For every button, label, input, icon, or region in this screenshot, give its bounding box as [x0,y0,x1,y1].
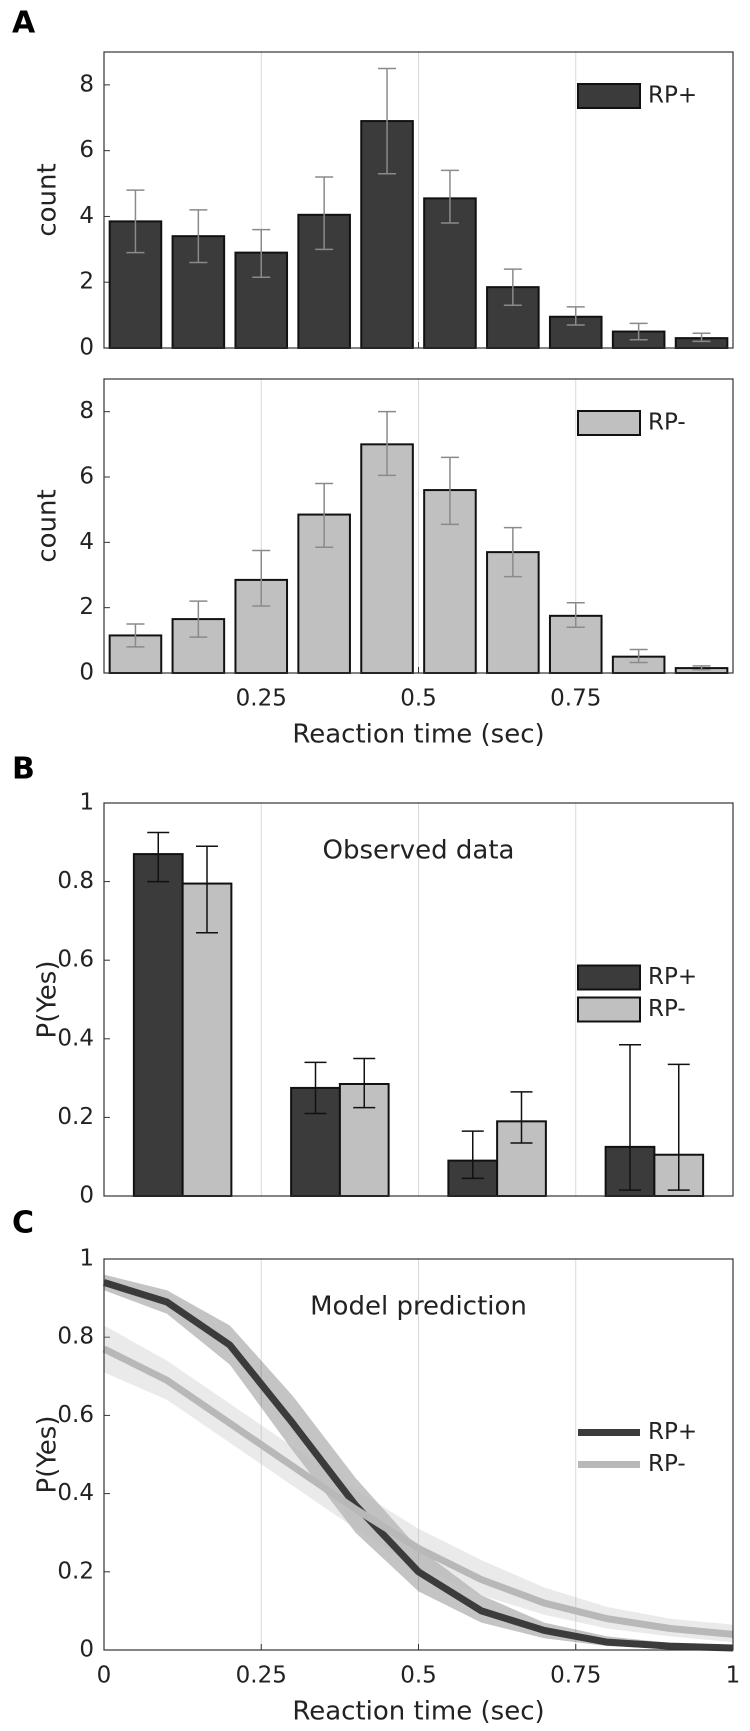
y-tick-label: 6 [79,137,94,163]
error-bar [566,602,585,629]
error-bar [461,1130,484,1180]
y-tick-label: 0 [79,1183,94,1209]
error-bar [667,1063,690,1191]
bar [132,853,184,1198]
plot-frame [103,51,734,349]
error-bar [147,831,170,883]
x-tick-label: 1 [726,1663,741,1689]
bar [181,882,233,1197]
error-bar [629,648,648,664]
error-bar [503,526,522,578]
y-tick-label: 0 [79,660,94,686]
legend-label: RP- [648,1451,686,1477]
y-tick-label: 2 [79,269,94,295]
error-bar [126,623,145,648]
legend-label: RP+ [648,83,697,109]
legend-label: RP- [648,410,686,436]
panel-label: B [12,752,35,787]
error-bar [315,176,334,251]
panel-label: A [12,6,36,41]
error-bar [353,1057,376,1109]
error-bar [252,549,271,607]
y-axis-label: P(Yes) [33,961,63,1039]
error-bar [252,228,271,279]
error-bar [503,268,522,306]
legend-swatch [577,410,641,436]
legend-label: RP- [648,996,686,1022]
x-axis-label: Reaction time (sec) [292,720,544,750]
x-tick-label: 0.75 [550,686,601,712]
plot-frame [103,1258,734,1651]
error-bar [378,410,397,477]
annotation: Model prediction [310,1292,527,1322]
y-axis-label: count [33,163,63,236]
y-tick-label: 0 [79,1637,94,1663]
y-axis-label: count [33,489,63,562]
error-bar [619,1043,642,1191]
x-tick-label: 0.25 [236,1663,287,1689]
y-tick-label: 4 [79,529,94,555]
error-bar [440,456,459,526]
plot-frame [103,378,734,674]
error-bar [566,306,585,326]
x-tick-label: 0 [97,1663,112,1689]
error-bar [189,600,208,638]
y-tick-label: 0.4 [57,1480,94,1506]
error-bar [629,322,648,341]
error-bar [195,845,218,934]
y-tick-label: 8 [79,398,94,424]
legend-swatch [577,964,641,991]
panel-label: C [12,1206,34,1241]
x-tick-label: 0.5 [400,686,437,712]
confidence-band [481,1560,545,1615]
y-tick-label: 8 [79,71,94,97]
error-bar [692,332,711,343]
x-tick-label: 0.75 [550,1663,601,1689]
error-bar [189,209,208,264]
y-axis-label: P(Yes) [33,1416,63,1494]
bar [360,443,414,675]
error-bar [440,169,459,224]
error-bar [378,67,397,175]
y-tick-label: 4 [79,203,94,229]
line [102,1279,734,1652]
line [102,1345,734,1638]
plot-frame [103,802,734,1197]
legend-label: RP+ [648,1419,697,1445]
error-bar [126,189,145,254]
y-tick-label: 0.2 [57,1558,94,1584]
x-axis-label: Reaction time (sec) [292,1697,544,1727]
y-tick-label: 1 [79,790,94,816]
error-bar [510,1091,533,1144]
error-bar [304,1061,327,1115]
y-tick-label: 6 [79,464,94,490]
legend-label: RP+ [648,964,697,990]
y-tick-label: 0.6 [57,947,94,973]
x-tick-label: 0.25 [236,686,287,712]
y-tick-label: 0.4 [57,1025,94,1051]
error-bar [315,482,334,548]
annotation: Observed data [323,836,515,866]
y-tick-label: 0 [79,335,94,361]
y-tick-label: 0.8 [57,868,94,894]
error-bar [692,665,711,671]
legend-swatch [577,996,641,1023]
y-tick-label: 0.6 [57,1402,94,1428]
y-tick-label: 0.8 [57,1324,94,1350]
bar [171,235,226,349]
y-tick-label: 1 [79,1246,94,1272]
y-tick-label: 2 [79,594,94,620]
y-tick-label: 0.2 [57,1104,94,1130]
x-tick-label: 0.5 [400,1663,437,1689]
legend-swatch [577,83,641,109]
